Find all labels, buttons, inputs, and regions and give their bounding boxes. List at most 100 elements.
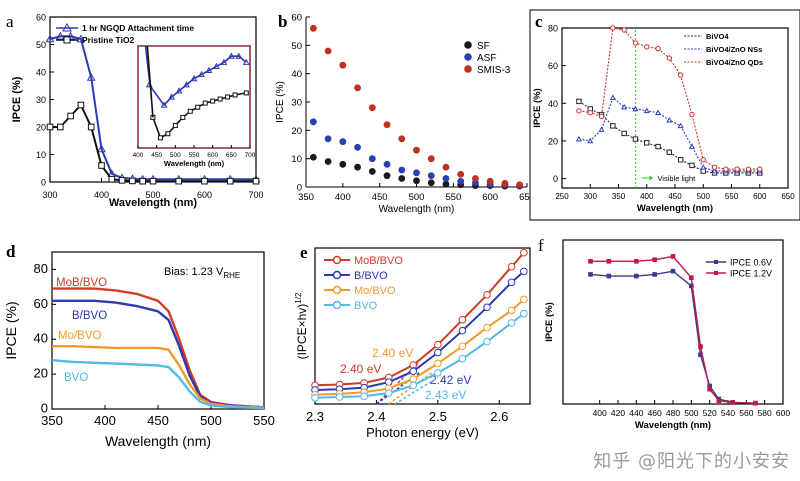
panel-f-marker-0	[634, 273, 639, 279]
panel-a-xtick-label: 700	[248, 190, 263, 200]
panel-c-marker-1	[700, 164, 707, 170]
panel-c-xtick-label: 450	[668, 192, 682, 201]
panel-b-xtick-label: 400	[335, 192, 351, 203]
panel-f-xlabel: Wavelength (nm)	[635, 420, 711, 431]
panel-b-point-sf	[442, 180, 450, 188]
panel-b-xtick-label: 550	[445, 192, 461, 203]
panel-e-marker-1	[434, 348, 442, 357]
panel-a-inset-steep-pristine	[146, 45, 154, 118]
panel-a-inset-line-ngqd	[148, 55, 247, 107]
panel-b-point-sf	[398, 175, 406, 182]
panel-a-ytick-label: 30	[36, 95, 46, 105]
panel-a-inset-marker-pristine	[243, 90, 249, 96]
panel-e-marker-1	[520, 267, 528, 276]
panel-c-marker-0	[576, 98, 582, 105]
panel-e-marker-2	[483, 323, 491, 332]
panel-b-point-asf	[324, 135, 332, 143]
panel-c-xtick-label: 350	[612, 192, 626, 201]
panel-a-legend-marker-ngqd	[62, 22, 72, 32]
panel-e-marker-3	[360, 392, 368, 401]
panel-b-point-sf	[383, 172, 391, 180]
panel-f-marker-1	[707, 386, 712, 392]
panel-c-ytick-label: 80	[548, 24, 558, 34]
panel-c-marker-0	[632, 136, 639, 142]
panel-a-xtick-label: 500	[145, 190, 160, 200]
panel-a-inset-xtick-label: 650	[226, 152, 237, 159]
panel-c-marker-0	[610, 123, 616, 129]
panel-b-ytick-label: 0	[297, 183, 302, 194]
panel-a-legend-marker-pristine	[63, 36, 71, 44]
panel-a-marker-ngqd	[86, 72, 96, 81]
panel-e-bandgap-3: 2.43 eV	[425, 388, 466, 402]
panel-e-marker-1	[483, 303, 491, 312]
panel-e-xtick-label: 2.4	[367, 409, 385, 424]
panel-f-marker-1	[634, 259, 639, 264]
panel-a-inset-marker-pristine	[195, 104, 201, 110]
panel-b-xtick-label: 650	[519, 192, 535, 203]
panel-a-legend-pristine: Pristine TiO2	[82, 35, 135, 45]
panel-d-series-label-0: MoB/BVO	[56, 277, 107, 289]
panel-a-marker-pristine	[201, 177, 208, 185]
panel-e-marker-2	[520, 295, 528, 304]
panel-d-series-label-3: BVO	[64, 372, 88, 384]
panel-e-marker-3	[311, 393, 319, 402]
panel-e-tangent-1	[375, 372, 420, 405]
panel-a-ytick-label: 20	[36, 123, 46, 133]
panel-f-legend-marker-1	[714, 271, 718, 275]
panel-b-legend-marker-smis-3	[464, 65, 472, 73]
panel-a-ytick-label: 0	[41, 178, 46, 188]
panel-a-ytick-label: 60	[36, 13, 46, 23]
panel-a-inset-marker-pristine	[187, 108, 193, 114]
panel-e-tangent-3	[394, 376, 439, 405]
panel-a-inset-marker-ngqd	[183, 81, 190, 88]
panel-c-xtick-label: 650	[781, 192, 795, 201]
panel-d-series-label-2: Mo/BVO	[58, 330, 102, 342]
panel-b-point-smis-3	[486, 177, 494, 185]
panel-e-legend-1: B/BVO	[354, 270, 388, 282]
panel-d-xtick-label: 550	[253, 413, 275, 428]
panel-e-xtick-label: 2.3	[306, 409, 324, 424]
panel-c-marker-2	[598, 113, 605, 120]
panel-a-inset-marker-pristine	[217, 96, 223, 102]
panel-b-point-asf	[457, 177, 465, 185]
panel-c-xtick-label: 250	[555, 192, 569, 201]
panel-b-point-asf	[339, 138, 347, 146]
panel-e-marker-3	[483, 337, 491, 346]
panel-e-legend-marker-1	[332, 270, 342, 280]
panel-c-marker-2	[745, 166, 752, 172]
panel-c-marker-1	[632, 105, 639, 112]
panel-b-point-asf	[398, 166, 406, 174]
panel-e-xtick-label: 2.5	[429, 409, 447, 424]
panel-a-marker-pristine	[46, 123, 54, 131]
panel-e-legend-3: BVO	[354, 300, 378, 312]
panel-e-legend-2: Mo/BVO	[354, 285, 396, 297]
panel-f-xtick-label: 600	[776, 408, 790, 418]
panel-e-marker-1	[384, 378, 393, 386]
panel-a-inset-marker-ngqd	[242, 58, 250, 65]
panel-c-marker-2	[689, 111, 695, 118]
panel-c-marker-2	[734, 166, 740, 172]
panel-c-ytick-label: 40	[548, 99, 558, 109]
panel-e-marker-0	[458, 315, 467, 324]
panel-a-marker-ngqd	[66, 31, 75, 40]
panel-f-xtick-label: 540	[721, 408, 735, 418]
panel-a-inset-xtick-label: 400	[133, 152, 144, 159]
panel-e-marker-3	[520, 309, 528, 318]
panel-a-inset-marker-ngqd	[235, 52, 243, 59]
panel-f-line-0	[590, 270, 756, 404]
panel-c-ytick-label: 20	[548, 136, 558, 146]
panel-a-inset-marker-pristine	[225, 94, 231, 100]
panel-a-inset-xtick-label: 500	[170, 152, 181, 159]
panel-d-label: d	[6, 242, 16, 261]
panel-a-label: a	[6, 12, 14, 31]
panel-d-xtick-label: 400	[94, 413, 116, 428]
panel-b-point-smis-3	[516, 181, 524, 189]
panel-a-ytick-label: 10	[36, 150, 46, 160]
panel-b-point-smis-3	[442, 163, 450, 171]
panel-c-marker-1	[677, 122, 684, 129]
panel-e-legend-marker-3	[332, 300, 342, 310]
panel-c-marker-1	[711, 167, 718, 174]
panel-b-ytick-label: 20	[291, 126, 302, 137]
panel-c-xtick-label: 500	[697, 192, 711, 201]
